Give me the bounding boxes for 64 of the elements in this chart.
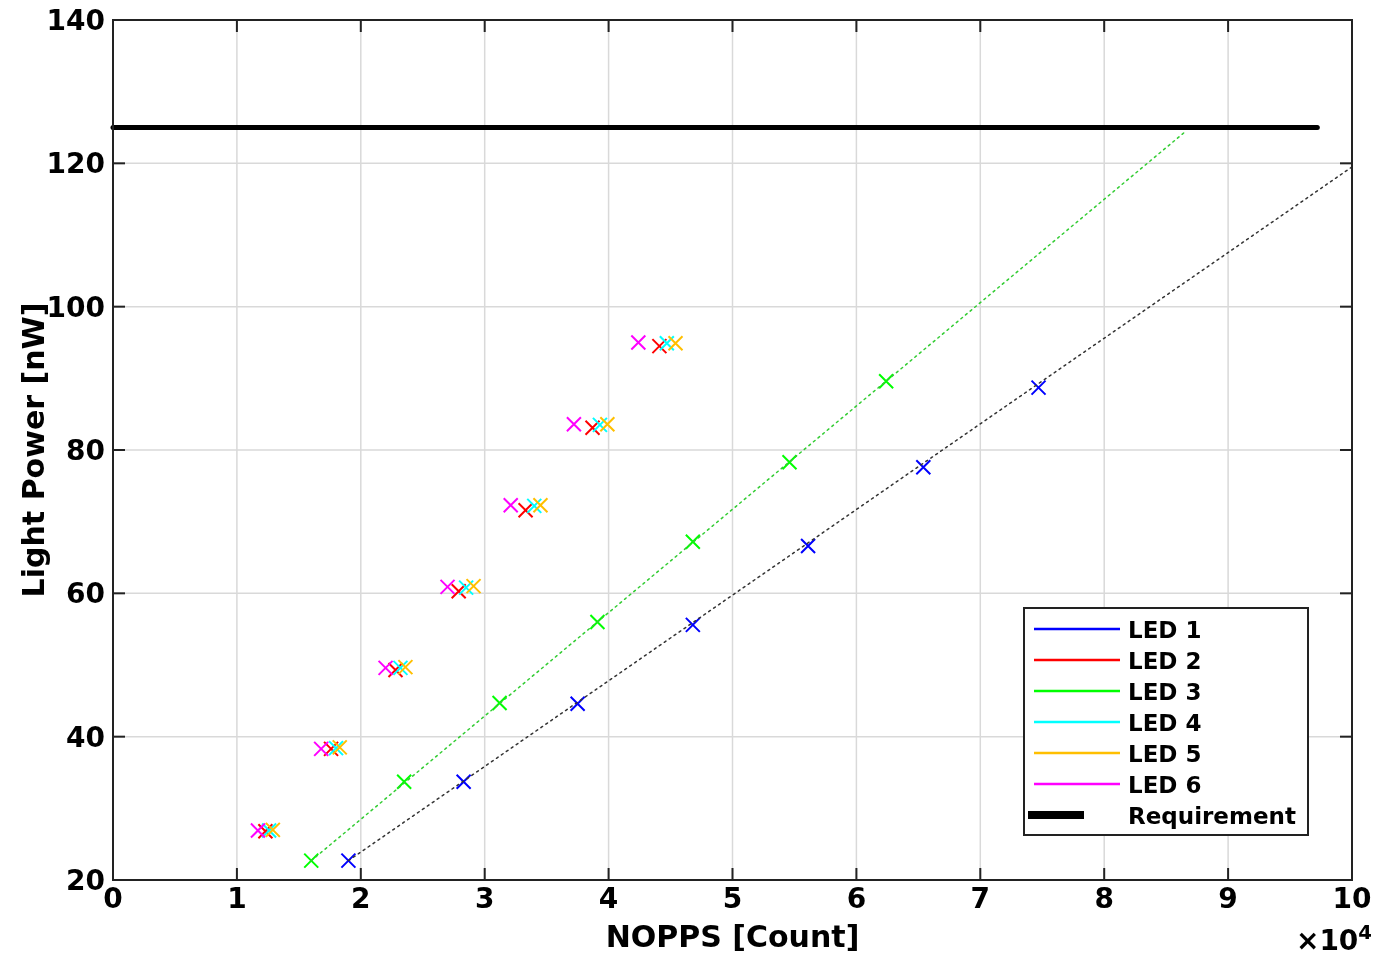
point (303, 852, 320, 869)
legend-label: Requirement (1128, 803, 1296, 829)
y-tick-label: 120 (46, 147, 105, 181)
point (630, 334, 647, 351)
point (526, 497, 543, 514)
point (257, 823, 274, 840)
point (313, 740, 330, 757)
point (392, 659, 409, 676)
point (565, 416, 582, 433)
point (396, 773, 413, 790)
x-tick-label: 8 (1094, 882, 1114, 915)
point (387, 662, 404, 679)
legend-label: LED 6 (1128, 772, 1202, 798)
x-tick-label: 1 (227, 882, 247, 915)
point (684, 616, 701, 633)
x-tick-label: 6 (846, 882, 867, 915)
x-axis-title: NOPPS [Count] (605, 919, 860, 954)
legend-label: LED 5 (1128, 741, 1202, 767)
point (684, 533, 701, 550)
y-tick-label: 80 (66, 434, 105, 467)
legend-label: LED 3 (1128, 679, 1202, 705)
legend-label: LED 4 (1128, 710, 1202, 736)
point (781, 454, 798, 471)
point (599, 416, 616, 433)
point (591, 416, 608, 433)
x-tick-label: 2 (351, 882, 371, 915)
x-tick-label: 5 (722, 882, 743, 915)
y-tick-label: 40 (66, 720, 105, 754)
point (377, 659, 394, 676)
point (915, 459, 932, 476)
point (651, 338, 668, 355)
legend-label: LED 1 (1128, 617, 1202, 643)
y-tick-label: 140 (46, 4, 105, 37)
point (439, 578, 456, 595)
point (340, 852, 357, 869)
x-tick-label: 0 (103, 882, 123, 915)
point (658, 335, 675, 352)
x-tick-label: 9 (1218, 882, 1238, 915)
point (667, 335, 684, 352)
point (532, 497, 549, 514)
point (800, 538, 817, 555)
point (584, 419, 601, 436)
point (1030, 379, 1047, 396)
text: ×10$^{4}$ (1295, 920, 1372, 956)
point (589, 614, 606, 630)
point (569, 695, 586, 712)
x-tick-label: 3 (474, 882, 495, 915)
point (249, 822, 266, 839)
point (455, 773, 472, 790)
point (502, 497, 519, 514)
x-tick-label: 10 (1332, 882, 1372, 915)
point (517, 502, 534, 519)
point (397, 659, 414, 676)
legend-label: LED 2 (1128, 648, 1202, 674)
y-tick-label: 60 (66, 577, 105, 611)
point (878, 373, 895, 390)
point (458, 579, 475, 596)
x-tick-label: 7 (970, 882, 991, 915)
point (450, 583, 467, 600)
point (465, 578, 482, 595)
point (323, 740, 340, 757)
y-tick-label: 20 (66, 864, 105, 897)
x-tick-label: 4 (598, 882, 619, 915)
point (491, 694, 508, 711)
